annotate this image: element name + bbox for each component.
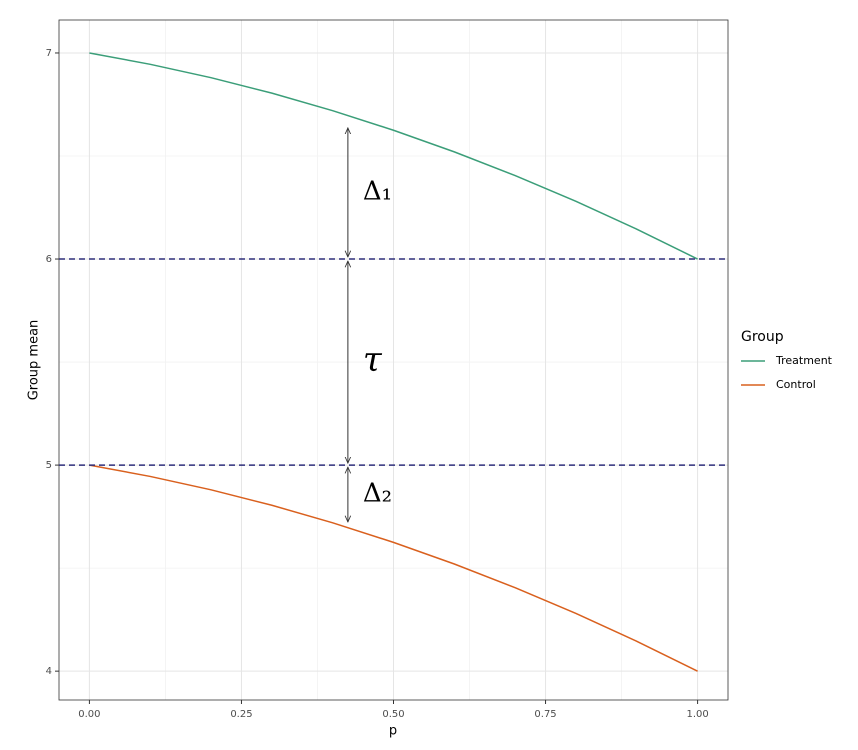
x-tick-label: 0.00 [78, 709, 100, 720]
y-tick-label: 5 [46, 460, 52, 471]
y-tick-label: 4 [46, 666, 52, 677]
annotation-label: Δ₁ [363, 176, 392, 206]
annotation-label: τ [363, 340, 383, 380]
line-series [89, 464, 698, 672]
legend-title: Group [741, 329, 784, 345]
x-tick-label: 1.00 [686, 709, 708, 720]
y-tick-label: 6 [46, 254, 52, 265]
line-series [89, 52, 698, 260]
y-tick-label: 7 [46, 48, 52, 59]
panel-border [58, 19, 729, 701]
x-tick-label: 0.25 [230, 709, 252, 720]
annotation-label: Δ₂ [363, 479, 392, 509]
y-axis-title: Group mean [27, 320, 42, 401]
legend-label: Treatment [775, 354, 833, 367]
x-tick-label: 0.50 [382, 709, 404, 720]
x-tick-label: 0.75 [534, 709, 556, 720]
legend-label: Control [776, 378, 816, 391]
x-axis-title: p [389, 724, 397, 739]
